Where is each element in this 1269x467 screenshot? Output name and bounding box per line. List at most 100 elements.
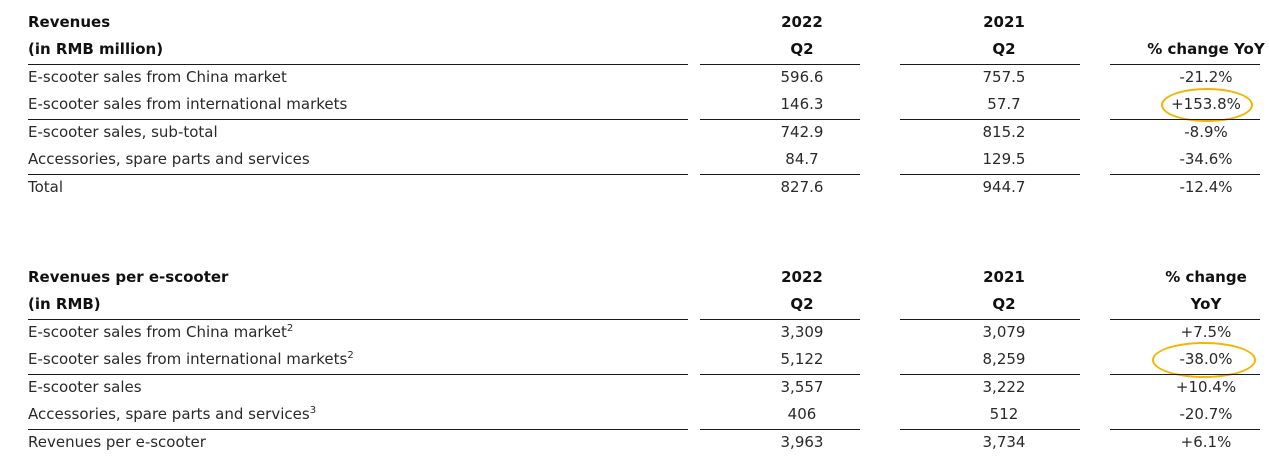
revenues-header-title: Revenues bbox=[28, 13, 111, 31]
value-change: -12.4% bbox=[1179, 178, 1233, 196]
value-2022: 3,557 bbox=[780, 378, 824, 396]
divider bbox=[1110, 429, 1260, 430]
row-label: Accessories, spare parts and services bbox=[28, 150, 310, 168]
table-row: E-scooter sales from international marke… bbox=[0, 91, 1269, 117]
value-2021: 3,079 bbox=[982, 323, 1026, 341]
header-year-2022: 2022 bbox=[781, 268, 823, 286]
row-label-text: Revenues per e-scooter bbox=[28, 433, 206, 451]
divider bbox=[28, 64, 688, 65]
value-2022: 5,122 bbox=[780, 350, 824, 368]
row-label: E-scooter sales from international marke… bbox=[28, 95, 348, 113]
divider bbox=[700, 119, 860, 120]
value-2021: 3,734 bbox=[982, 433, 1026, 451]
value-change: +7.5% bbox=[1180, 323, 1232, 341]
value-change: -20.7% bbox=[1179, 405, 1233, 423]
divider bbox=[700, 64, 860, 65]
value-change: +10.4% bbox=[1175, 378, 1237, 396]
table-row: E-scooter sales, sub-total 742.9 815.2 -… bbox=[0, 119, 1269, 145]
row-label: E-scooter sales from China market2 bbox=[28, 319, 293, 345]
divider bbox=[1110, 374, 1260, 375]
value-change: -34.6% bbox=[1179, 150, 1233, 168]
divider bbox=[1110, 319, 1260, 320]
value-change: -8.9% bbox=[1184, 123, 1228, 141]
highlight-circle bbox=[1161, 88, 1253, 122]
row-label-text: E-scooter sales bbox=[28, 378, 142, 396]
value-2021: 57.7 bbox=[987, 95, 1021, 113]
divider bbox=[28, 319, 688, 320]
header-quarter-2022: Q2 bbox=[790, 295, 814, 313]
value-2022: 3,309 bbox=[780, 323, 824, 341]
revenues-header-row-1: Revenues 2022 2021 bbox=[0, 9, 1269, 35]
value-2021: 8,259 bbox=[982, 350, 1026, 368]
divider bbox=[700, 174, 860, 175]
divider bbox=[700, 429, 860, 430]
header-quarter-2021: Q2 bbox=[992, 40, 1016, 58]
header-quarter-2022: Q2 bbox=[790, 40, 814, 58]
row-label: Total bbox=[28, 178, 64, 196]
row-label-text: E-scooter sales from international marke… bbox=[28, 350, 348, 368]
per-scooter-header-title: Revenues per e-scooter bbox=[28, 268, 229, 286]
row-label: E-scooter sales from international marke… bbox=[28, 346, 354, 372]
divider bbox=[900, 429, 1080, 430]
table-row: E-scooter sales from international marke… bbox=[0, 346, 1269, 372]
header-year-2021: 2021 bbox=[983, 13, 1025, 31]
value-2022: 146.3 bbox=[780, 95, 824, 113]
value-change: -21.2% bbox=[1179, 68, 1233, 86]
row-label-text: E-scooter sales from China market bbox=[28, 323, 287, 341]
row-label: Accessories, spare parts and services3 bbox=[28, 401, 316, 427]
divider bbox=[1110, 64, 1260, 65]
header-year-2021: 2021 bbox=[983, 268, 1025, 286]
divider bbox=[900, 174, 1080, 175]
header-quarter-2021: Q2 bbox=[992, 295, 1016, 313]
divider bbox=[900, 119, 1080, 120]
footnote-marker: 2 bbox=[286, 323, 294, 334]
footnote-marker: 2 bbox=[347, 350, 354, 361]
header-change-line2: YoY bbox=[1190, 295, 1222, 313]
header-change-line2: % change YoY bbox=[1147, 40, 1265, 58]
value-2022: 3,963 bbox=[780, 433, 824, 451]
divider bbox=[700, 374, 860, 375]
table-row: E-scooter sales from China market 596.6 … bbox=[0, 64, 1269, 90]
row-label: Revenues per e-scooter bbox=[28, 429, 206, 455]
header-change-line1: % change bbox=[1165, 268, 1247, 286]
divider bbox=[1110, 119, 1260, 120]
row-label: E-scooter sales from China market bbox=[28, 68, 287, 86]
value-2021: 757.5 bbox=[982, 68, 1026, 86]
per-scooter-header-row-1: Revenues per e-scooter 2022 2021 % chang… bbox=[0, 264, 1269, 290]
table-row: E-scooter sales 3,557 3,222 +10.4% bbox=[0, 374, 1269, 400]
divider bbox=[900, 64, 1080, 65]
revenues-header-row-2: (in RMB million) Q2 Q2 % change YoY bbox=[0, 36, 1269, 62]
divider bbox=[900, 319, 1080, 320]
value-2021: 129.5 bbox=[982, 150, 1026, 168]
per-scooter-header-row-2: (in RMB) Q2 Q2 YoY bbox=[0, 291, 1269, 317]
divider bbox=[700, 319, 860, 320]
divider bbox=[1110, 174, 1260, 175]
divider bbox=[28, 374, 688, 375]
table-row: Accessories, spare parts and services3 4… bbox=[0, 401, 1269, 427]
value-2022: 596.6 bbox=[780, 68, 824, 86]
value-2022: 827.6 bbox=[780, 178, 824, 196]
divider bbox=[900, 374, 1080, 375]
value-2021: 3,222 bbox=[982, 378, 1026, 396]
table-row-total: Total 827.6 944.7 -12.4% bbox=[0, 174, 1269, 200]
highlight-circle bbox=[1152, 342, 1256, 378]
value-2022: 742.9 bbox=[780, 123, 824, 141]
divider bbox=[28, 119, 688, 120]
header-year-2022: 2022 bbox=[781, 13, 823, 31]
divider bbox=[28, 429, 688, 430]
value-2021: 815.2 bbox=[982, 123, 1026, 141]
table-row: Accessories, spare parts and services 84… bbox=[0, 146, 1269, 172]
footnote-marker: 3 bbox=[309, 405, 317, 416]
table-row-total: Revenues per e-scooter 3,963 3,734 +6.1% bbox=[0, 429, 1269, 455]
value-change: +6.1% bbox=[1180, 433, 1232, 451]
table-row: E-scooter sales from China market2 3,309… bbox=[0, 319, 1269, 345]
divider bbox=[28, 174, 688, 175]
value-2022: 406 bbox=[787, 405, 817, 423]
revenues-header-unit: (in RMB million) bbox=[28, 40, 164, 58]
value-2021: 512 bbox=[989, 405, 1019, 423]
row-label: E-scooter sales, sub-total bbox=[28, 123, 218, 141]
row-label-text: Accessories, spare parts and services bbox=[28, 405, 310, 423]
header-change-line1 bbox=[1146, 9, 1266, 35]
per-scooter-header-unit: (in RMB) bbox=[28, 295, 101, 313]
value-2022: 84.7 bbox=[785, 150, 819, 168]
